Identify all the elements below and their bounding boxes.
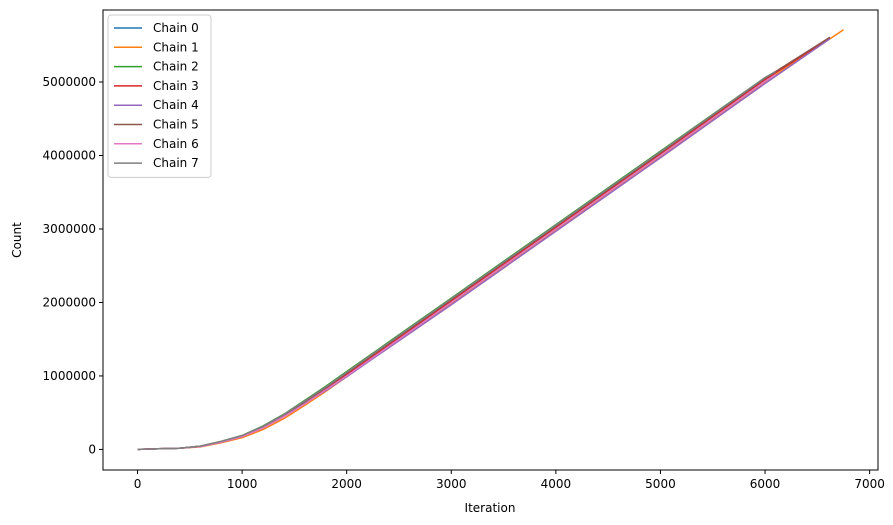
y-tick-label: 1000000 <box>43 369 96 383</box>
x-tick-label: 1000 <box>227 477 258 491</box>
legend-entry: Chain 4 <box>153 98 199 112</box>
y-tick-label: 0 <box>88 442 96 456</box>
y-tick-label: 2000000 <box>43 295 96 309</box>
legend-entry: Chain 2 <box>153 60 199 74</box>
legend-entry: Chain 7 <box>153 156 199 170</box>
x-tick-label: 0 <box>134 477 142 491</box>
x-tick-label: 7000 <box>854 477 885 491</box>
legend: Chain 0 Chain 1 Chain 2 Chain 3 Chain 4 Chain… <box>107 14 212 178</box>
x-tick-label: 4000 <box>541 477 572 491</box>
y-axis: 0 1000000 2000000 3000000 4000000 5000000 <box>43 75 103 456</box>
y-axis-label: Count <box>10 222 24 258</box>
x-tick-label: 5000 <box>645 477 676 491</box>
series-layer <box>137 29 844 451</box>
plot-frame <box>102 9 879 471</box>
legend-entry: Chain 1 <box>153 40 199 54</box>
y-tick-label: 4000000 <box>43 148 96 162</box>
x-axis-label: Iteration <box>465 501 516 515</box>
legend-entry: Chain 0 <box>153 21 199 35</box>
x-tick-label: 2000 <box>331 477 362 491</box>
legend-entry: Chain 6 <box>153 137 199 151</box>
y-tick-label: 3000000 <box>43 222 96 236</box>
x-tick-label: 6000 <box>750 477 781 491</box>
legend-entry: Chain 5 <box>153 118 199 132</box>
x-axis: 0 1000 2000 3000 4000 5000 6000 7000 <box>134 470 885 491</box>
x-tick-label: 3000 <box>436 477 467 491</box>
y-tick-label: 5000000 <box>43 75 96 89</box>
legend-entry: Chain 3 <box>153 79 199 93</box>
legend-box <box>107 14 212 178</box>
series-line-chain-7 <box>137 71 776 451</box>
